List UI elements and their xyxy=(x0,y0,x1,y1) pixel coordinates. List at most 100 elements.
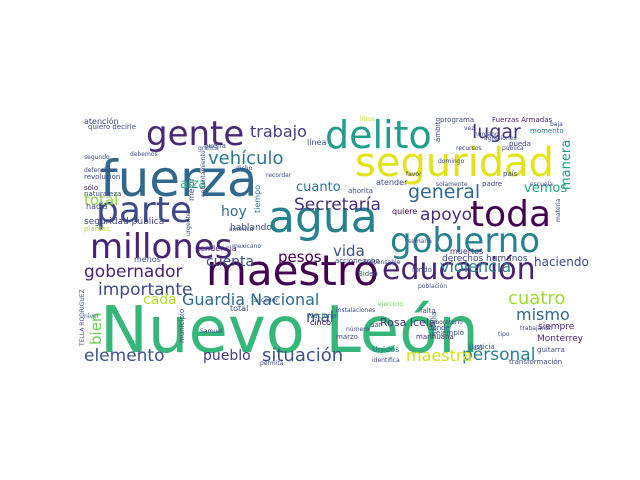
cloud-word: hoy xyxy=(221,204,247,220)
cloud-word: Guardia Nacional xyxy=(182,290,319,309)
cloud-word: maestro xyxy=(206,246,379,295)
cloud-word: ahorita xyxy=(348,187,373,195)
cloud-word: ámbito xyxy=(434,117,442,142)
cloud-word: marzo xyxy=(336,333,358,341)
cloud-word: permita xyxy=(260,360,284,367)
cloud-word: delito xyxy=(325,113,432,157)
cloud-word: general xyxy=(408,181,480,203)
cloud-word: elemento xyxy=(84,346,165,366)
cloud-word: defendido xyxy=(84,167,114,174)
cloud-word: domingo xyxy=(438,158,465,165)
cloud-word: ejercicio xyxy=(378,301,403,308)
cloud-word: cuanto xyxy=(296,180,341,195)
cloud-word: total xyxy=(84,191,118,209)
cloud-word: fuerza xyxy=(100,150,258,208)
cloud-word: manera xyxy=(559,140,574,190)
cloud-word: mismo xyxy=(516,305,570,324)
cloud-word: apoyo xyxy=(420,205,472,225)
cloud-word: agresiones xyxy=(484,135,517,142)
cloud-word: seguridad pública xyxy=(84,217,164,227)
cloud-word: humano xyxy=(474,131,499,138)
cloud-word: violencia xyxy=(440,257,511,276)
cloud-word: Secretaría xyxy=(294,195,381,215)
cloud-word: ejemplo xyxy=(436,329,464,337)
cloud-word: favor xyxy=(406,171,422,178)
cloud-word: personal xyxy=(462,345,535,365)
cloud-word: recursos xyxy=(456,145,482,152)
cloud-word: toda xyxy=(470,194,551,235)
cloud-word: pueblo xyxy=(203,348,251,364)
cloud-word: américa xyxy=(229,226,254,233)
cloud-word: acciones xyxy=(335,257,366,265)
cloud-word: Samuel xyxy=(200,328,223,335)
cloud-word: guitarra xyxy=(537,346,565,354)
cloud-word: revolución xyxy=(84,173,120,181)
cloud-word: vehículo xyxy=(208,148,283,169)
cloud-word: buena xyxy=(204,142,226,150)
cloud-word: situación xyxy=(262,345,343,366)
cloud-word: cada xyxy=(143,292,177,308)
cloud-word: Rosa Icela xyxy=(380,316,436,329)
cloud-word: gobernador xyxy=(84,262,183,282)
cloud-word: nivel xyxy=(84,313,99,320)
cloud-word: lugar xyxy=(472,121,521,143)
cloud-word: identifica xyxy=(372,357,400,364)
cloud-word: derechos humanos xyxy=(442,254,528,264)
cloud-word: escuela xyxy=(530,181,553,188)
cloud-word: Uso xyxy=(468,343,483,352)
cloud-word: vemos xyxy=(524,181,567,196)
cloud-word: fondo xyxy=(412,266,432,274)
cloud-word: sólo xyxy=(84,184,98,192)
cloud-word: hablando xyxy=(230,223,272,233)
cloud-word: quiero decirle xyxy=(88,123,136,131)
cloud-word: mal xyxy=(306,308,334,326)
cloud-word: mejor xyxy=(187,177,196,201)
cloud-word: parte xyxy=(96,190,192,231)
cloud-word: hacia xyxy=(86,202,108,211)
cloud-word: siempre xyxy=(538,322,575,332)
cloud-word: vez xyxy=(464,125,474,132)
cloud-word: suceder xyxy=(254,297,278,304)
cloud-word: tiempo xyxy=(253,185,262,213)
cloud-word: maestra xyxy=(406,346,472,365)
cloud-word: cuatro xyxy=(508,288,565,309)
cloud-word: donde xyxy=(428,324,450,332)
cloud-word: total xyxy=(230,304,248,313)
cloud-word: trabajando xyxy=(520,325,553,332)
cloud-word: quiere xyxy=(392,207,417,216)
cloud-word: justicia xyxy=(469,343,495,351)
cloud-word: atención xyxy=(84,116,119,126)
cloud-word: urgente xyxy=(185,212,192,236)
cloud-word: número xyxy=(346,326,369,333)
cloud-word: Nuevo León xyxy=(100,294,479,368)
cloud-word: transformación xyxy=(509,358,562,366)
cloud-word: Biden xyxy=(358,270,378,278)
cloud-word: dicho xyxy=(236,165,253,172)
cloud-word: debemos xyxy=(130,151,158,158)
cloud-word: población xyxy=(418,283,447,290)
cloud-word: educación xyxy=(382,252,536,287)
cloud-word: vida xyxy=(333,242,365,260)
cloud-word: falta xyxy=(420,307,436,315)
cloud-word: pesos xyxy=(278,248,322,266)
cloud-word: Unidos xyxy=(372,345,399,354)
cloud-word: baja xyxy=(550,121,563,128)
cloud-word: alza xyxy=(180,177,206,192)
cloud-word: momento xyxy=(530,127,564,135)
cloud-word: marihuana xyxy=(416,333,454,341)
cloud-word: gráfica xyxy=(198,145,219,152)
cloud-word: bien xyxy=(87,313,105,345)
cloud-word: naturaleza xyxy=(84,190,121,198)
cloud-word: dar xyxy=(370,321,382,329)
cloud-word: recordar xyxy=(266,172,292,179)
cloud-word: línea xyxy=(307,138,326,147)
cloud-word: cuenta xyxy=(206,254,254,270)
cloud-word: enfrentamiento xyxy=(200,150,207,197)
cloud-word: fiscalía xyxy=(430,312,438,336)
cloud-word: pública xyxy=(502,145,524,152)
cloud-word: robo xyxy=(364,257,380,265)
cloud-word: programa xyxy=(440,116,474,124)
cloud-word: pueda xyxy=(509,140,531,148)
cloud-word: segundo xyxy=(84,154,110,161)
cloud-word: seguridad xyxy=(355,140,554,186)
